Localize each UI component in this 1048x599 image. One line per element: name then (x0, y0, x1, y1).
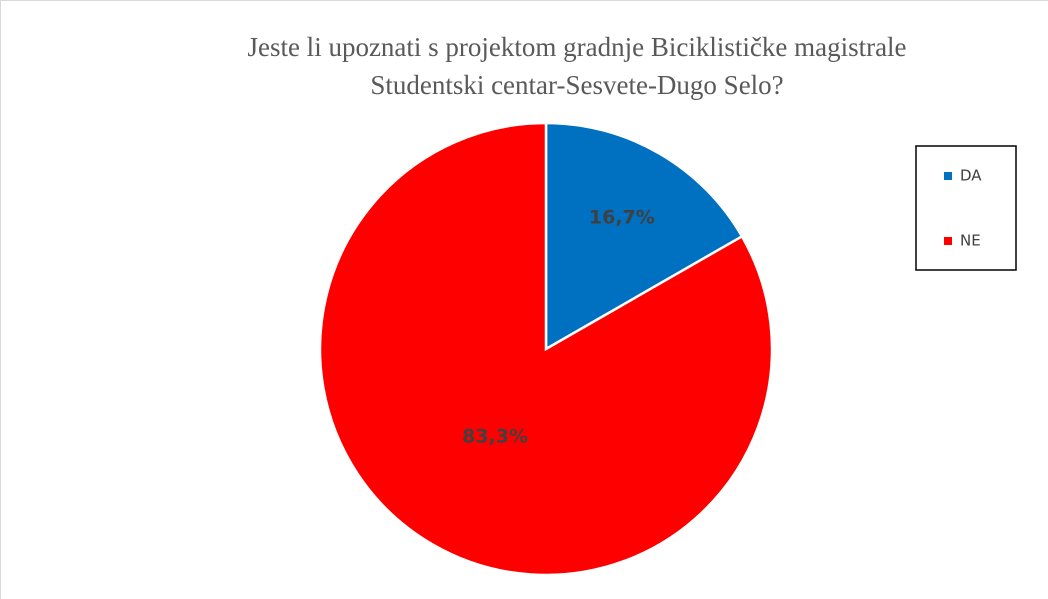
chart-title: Jeste li upoznati s projektom gradnje Bi… (247, 32, 906, 62)
data-label: 16,7% (589, 206, 655, 228)
pie-slice (318, 121, 774, 577)
legend-marker (944, 172, 952, 180)
legend-label: NE (960, 232, 981, 250)
legend-marker (944, 237, 952, 245)
chart-title: Studentski centar-Sesvete-Dugo Selo? (370, 70, 783, 100)
legend-box (915, 145, 1017, 271)
pie-slice (544, 121, 744, 352)
data-label: 83,3% (462, 426, 528, 448)
legend-label: DA (960, 167, 982, 185)
